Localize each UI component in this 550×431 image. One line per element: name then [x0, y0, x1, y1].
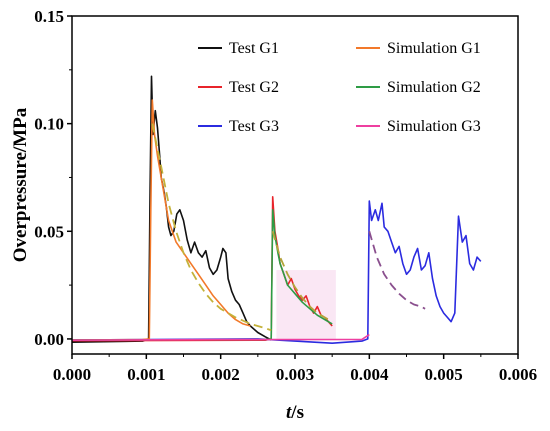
trend-line [151, 123, 272, 332]
x-tick-label: 0.003 [276, 365, 314, 384]
series-line [71, 200, 482, 344]
y-tick-label: 0.15 [34, 7, 64, 26]
x-tick-label: 0.004 [350, 365, 389, 384]
y-tick-label: 0.10 [34, 115, 64, 134]
legend-label: Test G3 [229, 118, 279, 135]
x-tick-label: 0.001 [127, 365, 165, 384]
x-axis-title-variable: t [286, 402, 292, 423]
x-tick-label: 0.000 [53, 365, 91, 384]
trend-line [368, 231, 426, 310]
legend-label: Simulation G1 [387, 40, 481, 57]
series-line [71, 196, 333, 342]
series-line [71, 99, 251, 341]
trend-line [271, 231, 333, 323]
y-tick-label: 0.00 [34, 330, 64, 349]
legend-label: Test G1 [229, 40, 279, 57]
x-tick-label: 0.002 [202, 365, 240, 384]
x-axis-title-unit: /s [290, 402, 304, 423]
y-tick-label: 0.05 [34, 222, 64, 241]
series-line [71, 209, 333, 341]
x-tick-label: 0.006 [499, 365, 537, 384]
legend-label: Test G2 [229, 79, 279, 96]
legend-label: Simulation G2 [387, 79, 481, 96]
x-axis-title: t/s [286, 402, 304, 423]
series-line [71, 333, 370, 341]
series-lines [71, 75, 482, 344]
series-line [71, 75, 272, 343]
legend-label: Simulation G3 [387, 118, 481, 135]
x-tick-label: 0.005 [425, 365, 463, 384]
axis-ticks: 0.000 0.001 0.002 0.003 0.004 0.005 0.006 0.00 0… [34, 7, 537, 384]
y-axis-title: Overpressure/MPa [10, 107, 31, 262]
legend: Test G1 Test G2 Test G3 Simulation G1 Simula… [198, 40, 481, 135]
